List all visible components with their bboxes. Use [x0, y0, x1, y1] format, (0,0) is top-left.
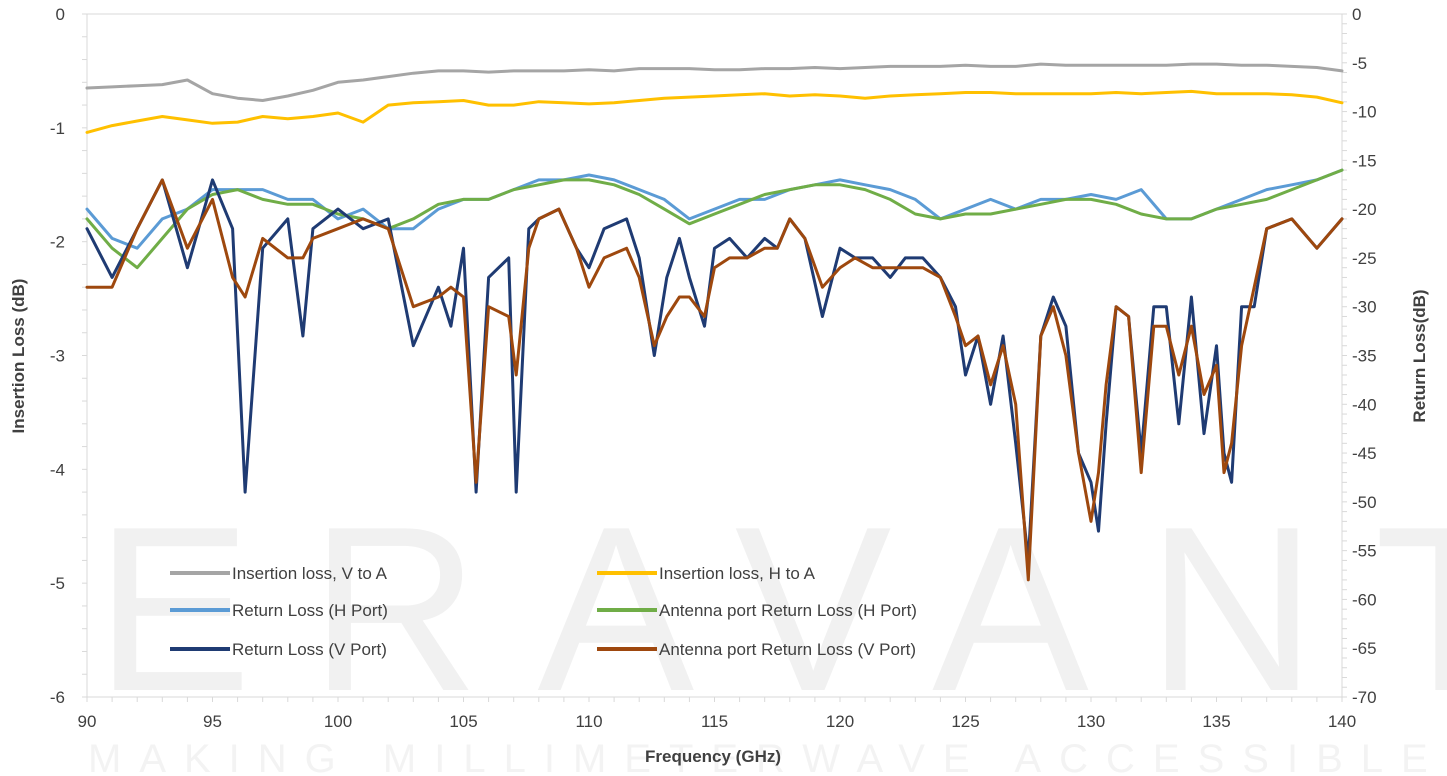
legend-label: Antenna port Return Loss (V Port)	[659, 640, 916, 659]
y-right-tick-label: -60	[1352, 590, 1377, 609]
axes: 90 95 100 105 110 115 120 125 130 135 140 0 -1 -2 -3 -4…	[50, 5, 1377, 731]
y-right-tick-label: -20	[1352, 200, 1377, 219]
y-right-tick-label: -25	[1352, 249, 1377, 268]
y-left-tick-label: -3	[50, 347, 65, 366]
series-line-6	[85, 178, 1344, 582]
legend-label: Antenna port Return Loss (H Port)	[659, 601, 917, 620]
y-left-tick-label: -2	[50, 233, 65, 252]
x-tick-label: 120	[826, 712, 854, 731]
watermark: ERAVANT MAKING MILLIMETERWAVE ACCESSIBLE	[88, 477, 1447, 776]
legend-label: Insertion loss, V to A	[232, 564, 388, 583]
y-right-tick-label: -35	[1352, 347, 1377, 366]
y-right-tick-label: -50	[1352, 493, 1377, 512]
watermark-logo: ERAVANT	[95, 477, 1447, 740]
legend: Insertion loss, V to A Insertion loss, H …	[170, 564, 917, 659]
x-tick-label: 100	[324, 712, 352, 731]
series-layer	[85, 62, 1344, 582]
y-left-tick-label: -4	[50, 460, 65, 479]
legend-label: Insertion loss, H to A	[659, 564, 816, 583]
legend-label: Return Loss (V Port)	[232, 640, 387, 659]
y-axis-left-title: Insertion Loss (dB)	[9, 279, 28, 434]
x-tick-label: 130	[1077, 712, 1105, 731]
y-right-tick-label: -55	[1352, 542, 1377, 561]
x-tick-label: 95	[203, 712, 222, 731]
series-line-3	[85, 168, 1344, 250]
series-line-4	[85, 168, 1344, 270]
x-tick-label: 110	[575, 712, 602, 731]
x-axis-title: Frequency (GHz)	[645, 747, 781, 766]
x-tick-label: 105	[449, 712, 477, 731]
x-tick-label: 135	[1202, 712, 1230, 731]
y-right-tick-label: -40	[1352, 395, 1377, 414]
y-axis-right-title: Return Loss(dB)	[1410, 289, 1429, 422]
y-left-tick-label: -6	[50, 688, 65, 707]
series-line-1	[85, 62, 1344, 102]
y-right-tick-label: -65	[1352, 639, 1377, 658]
y-right-tick-label: -30	[1352, 298, 1377, 317]
x-tick-label: 90	[78, 712, 97, 731]
y-right-tick-label: -70	[1352, 688, 1377, 707]
legend-label: Return Loss (H Port)	[232, 601, 388, 620]
x-tick-label: 125	[951, 712, 979, 731]
y-left-tick-label: -1	[50, 119, 65, 138]
y-left-tick-label: -5	[50, 574, 65, 593]
series-line-2	[85, 89, 1344, 134]
y-right-tick-label: -15	[1352, 151, 1377, 170]
y-right-tick-label: 0	[1352, 5, 1361, 24]
y-right-tick-label: -10	[1352, 103, 1377, 122]
watermark-tagline: MAKING MILLIMETERWAVE ACCESSIBLE	[88, 737, 1446, 776]
y-right-tick-label: -5	[1352, 54, 1367, 73]
x-tick-label: 115	[701, 712, 728, 731]
x-tick-label: 140	[1328, 712, 1356, 731]
y-left-tick-label: 0	[56, 5, 65, 24]
y-right-tick-label: -45	[1352, 444, 1377, 463]
